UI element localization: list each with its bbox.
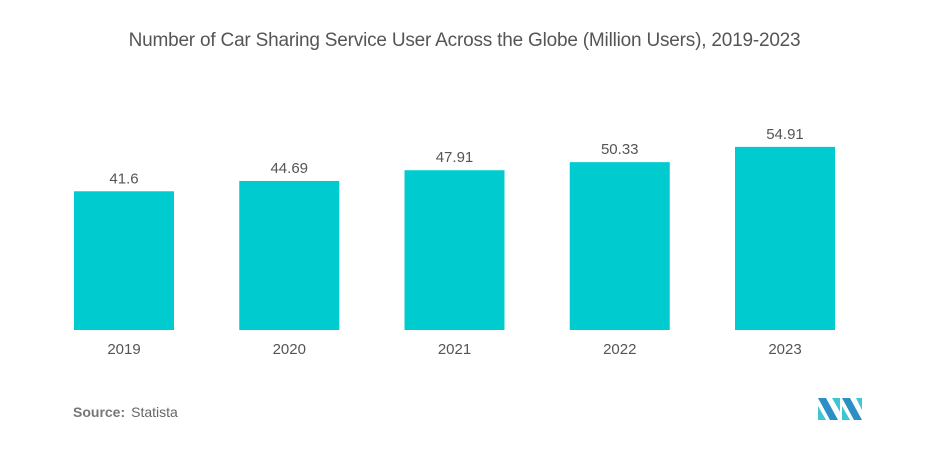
value-label-2021: 47.91	[436, 149, 474, 166]
x-tick-label-2023: 2023	[768, 341, 801, 358]
source-label: Source:	[73, 404, 126, 420]
value-label-2023: 54.91	[766, 126, 804, 143]
source-note: Source: Statista	[73, 404, 178, 420]
value-label-2020: 44.69	[270, 160, 308, 177]
value-label-2019: 41.6	[109, 170, 138, 187]
x-tick-label-2021: 2021	[438, 341, 471, 358]
chart-title: Number of Car Sharing Service User Acros…	[128, 30, 801, 51]
source-value: Statista	[131, 404, 178, 420]
x-tick-label-2020: 2020	[273, 341, 306, 358]
bar-2021	[404, 170, 505, 330]
value-label-2022: 50.33	[601, 141, 639, 158]
mordor-intelligence-logo	[818, 398, 862, 420]
bar-2023	[735, 146, 835, 330]
x-tick-label-2019: 2019	[107, 341, 140, 358]
bar-2019	[74, 191, 174, 330]
bar-2020	[239, 180, 340, 330]
x-tick-label-2022: 2022	[603, 341, 636, 358]
bar-2022	[569, 162, 670, 330]
